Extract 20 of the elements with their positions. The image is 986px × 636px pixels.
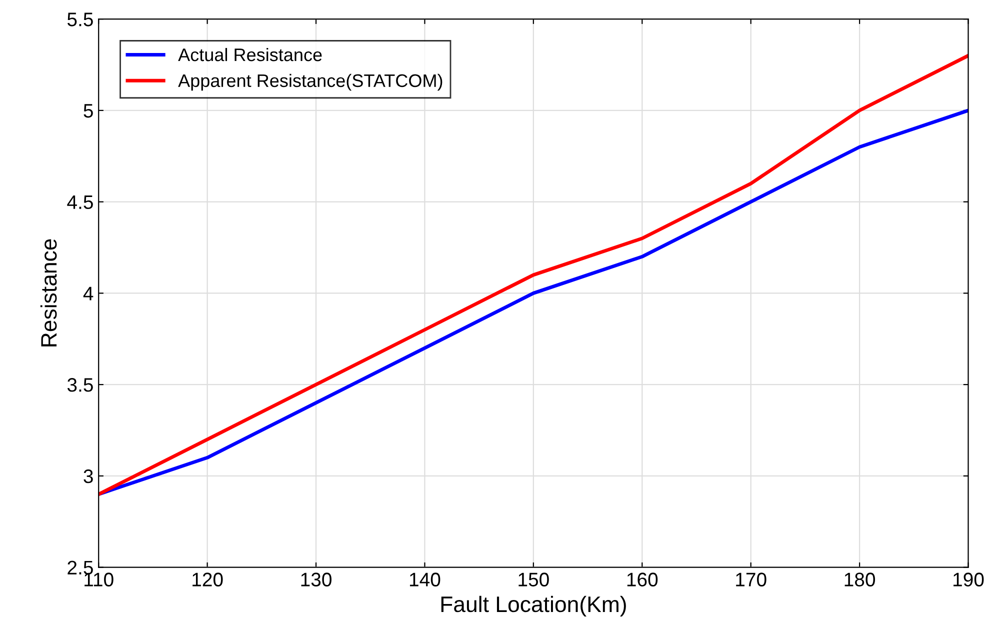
x-tick-label: 150 xyxy=(518,572,549,586)
y-tick-label: 3 xyxy=(84,469,93,484)
y-tick-label: 3.5 xyxy=(67,378,93,392)
y-tick-label: 2.5 xyxy=(68,560,93,575)
x-tick-label: 120 xyxy=(192,572,223,586)
legend-label: Apparent Resistance(STATCOM) xyxy=(178,74,442,91)
y-tick-label: 5.5 xyxy=(67,12,93,26)
x-tick-label: 190 xyxy=(954,572,984,586)
x-tick-label: 130 xyxy=(301,572,332,586)
x-tick-label: 170 xyxy=(736,572,766,586)
y-tick-label: 4.5 xyxy=(67,195,93,210)
x-tick-label: 140 xyxy=(410,572,440,586)
y-axis-title: Resistance xyxy=(40,239,57,346)
y-tick-label: 5 xyxy=(84,104,93,118)
x-tick-label: 180 xyxy=(844,572,876,586)
x-tick-label: 110 xyxy=(84,572,114,586)
y-tick-label: 4 xyxy=(83,286,94,300)
legend-label: Actual Resistance xyxy=(178,48,322,62)
x-tick-label: 160 xyxy=(627,572,658,586)
x-axis-title: Fault Location(Km) xyxy=(441,596,626,617)
